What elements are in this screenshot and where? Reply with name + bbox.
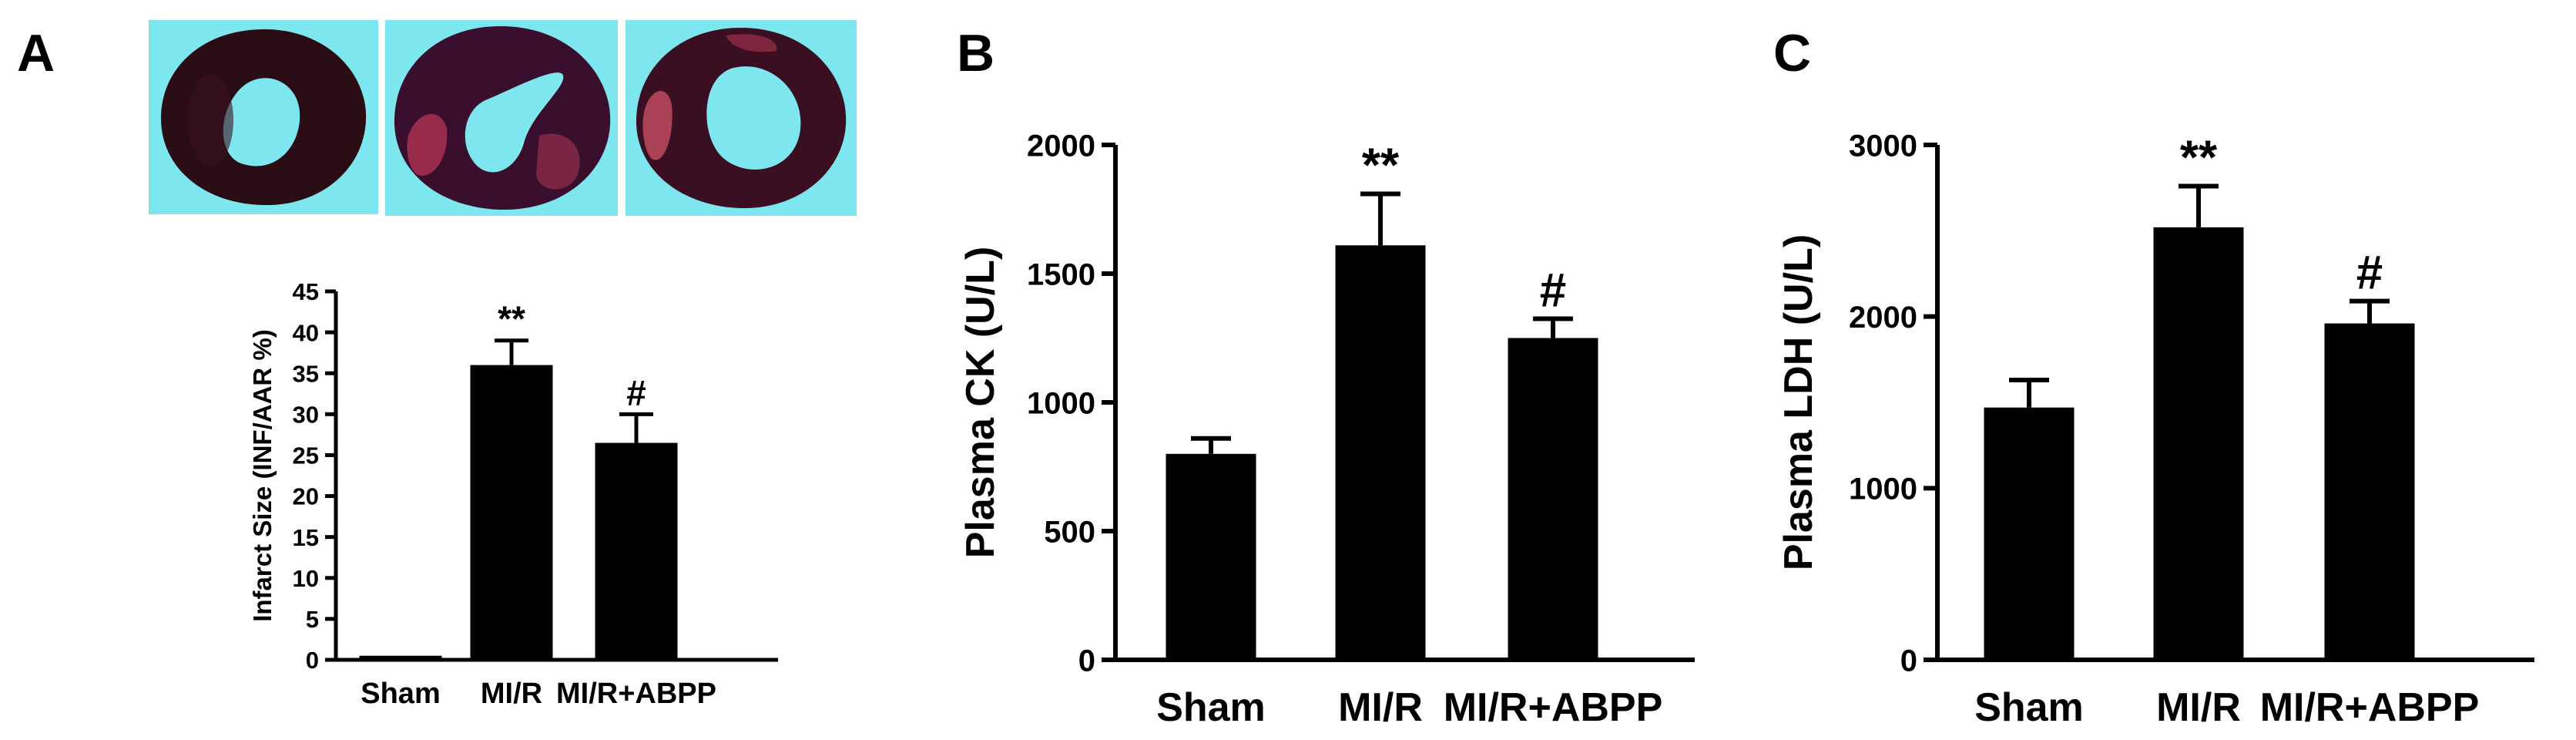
chart-c-plasma-ldh: ** #0 1000 2000 3000 Sham MI/R MI/R+ABPP Plasma …	[1776, 129, 2534, 730]
y-tick-label: 35	[293, 360, 319, 387]
y-tick-label: 40	[293, 319, 319, 346]
panel-a-letter: A	[17, 24, 55, 82]
bar-sham	[1984, 407, 2075, 660]
mir-abpp-heart-photo	[626, 20, 857, 216]
category-label: Sham	[1156, 685, 1266, 730]
category-label: MI/R	[2156, 685, 2241, 730]
chart-b-plasma-ck: ** #0 500 1000 1500 2000 Sham MI/R MI/R+ABPP Plas…	[958, 129, 1695, 730]
y-tick-label: 3000	[1849, 129, 1917, 163]
bar-mi-r-abpp	[2324, 323, 2415, 660]
mir-heart-photo	[385, 20, 618, 216]
y-tick-label: 1000	[1849, 473, 1917, 506]
y-tick-label: 20	[293, 483, 319, 510]
bar-sham	[359, 655, 442, 660]
category-label: MI/R+ABPP	[2260, 685, 2480, 730]
heart-slice-image	[160, 29, 367, 206]
y-tick-label: 15	[293, 524, 319, 551]
category-label: MI/R	[481, 678, 542, 710]
significance-annotation: #	[1540, 264, 1566, 317]
y-tick-label: 10	[293, 565, 319, 592]
category-label: MI/R+ABPP	[1444, 685, 1663, 730]
panel-b-letter: B	[957, 24, 995, 82]
bar-mi-r	[1335, 245, 1426, 660]
significance-annotation: **	[498, 299, 525, 339]
y-tick-label: 25	[293, 442, 319, 469]
y-tick-label: 0	[1900, 644, 1917, 678]
category-label: MI/R+ABPP	[556, 678, 716, 710]
panel-c-letter: C	[1773, 24, 1812, 82]
y-tick-label: 0	[1078, 644, 1095, 678]
significance-annotation: #	[626, 372, 646, 412]
y-axis-label: Plasma CK (U/L)	[958, 247, 1003, 559]
significance-annotation: **	[2180, 131, 2218, 184]
y-tick-label: 45	[293, 278, 319, 305]
y-tick-label: 1000	[1027, 386, 1095, 420]
heart-slice-image	[636, 28, 847, 209]
bar-mi-r-abpp	[595, 442, 678, 660]
sham-heart-photo	[149, 20, 378, 214]
significance-annotation: **	[1362, 139, 1400, 192]
y-axis-label: Plasma LDH (U/L)	[1776, 234, 1821, 570]
y-axis-label: Infarct Size (INF/AAR %)	[248, 329, 277, 622]
bar-mi-r-abpp	[1508, 338, 1598, 660]
bar-mi-r	[470, 365, 553, 660]
y-tick-label: 2000	[1849, 301, 1917, 335]
bar-sham	[1166, 453, 1256, 660]
heart-slice-image	[394, 26, 611, 210]
y-tick-label: 1500	[1027, 257, 1095, 291]
category-label: Sham	[1974, 685, 2084, 730]
category-label: Sham	[361, 678, 440, 710]
y-tick-label: 5	[306, 606, 319, 633]
y-tick-label: 500	[1044, 515, 1095, 549]
chart-a-infarct-size: ** #0 5 10 15 20 25 30 35 40 45 Sham MI/R MI/R+ABPP In…	[248, 278, 778, 710]
y-tick-label: 2000	[1027, 129, 1095, 163]
significance-annotation: #	[2356, 247, 2383, 300]
category-label: MI/R	[1338, 685, 1423, 730]
bar-mi-r	[2153, 227, 2244, 660]
y-tick-label: 0	[306, 647, 319, 674]
y-tick-label: 30	[293, 401, 319, 428]
